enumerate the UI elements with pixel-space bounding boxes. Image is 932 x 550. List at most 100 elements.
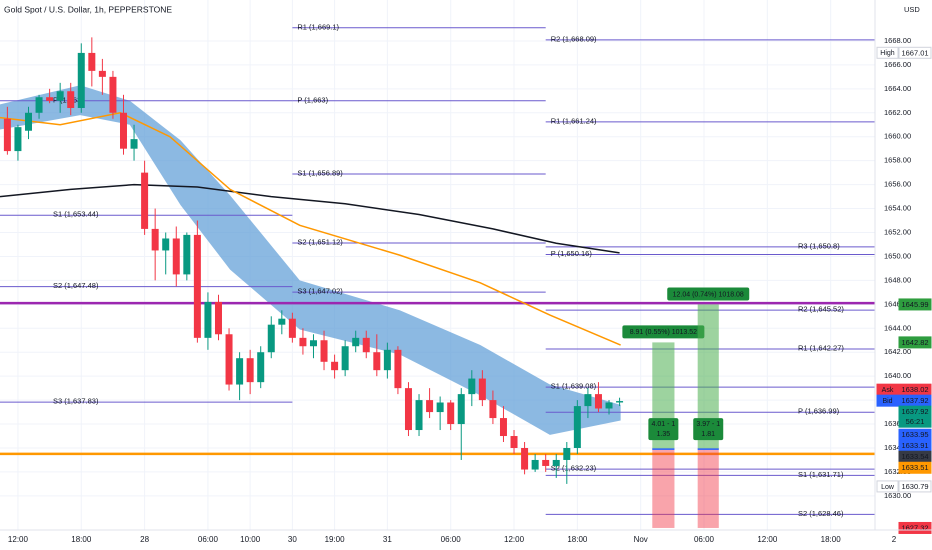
countdown: 56:21 xyxy=(906,417,925,426)
candle-body xyxy=(236,358,244,385)
y-tick-label: 1654.00 xyxy=(884,204,911,213)
candle-body xyxy=(499,418,507,437)
y-tick-label: 1652.00 xyxy=(884,227,911,236)
badge-tag: High xyxy=(880,50,895,57)
candle-body xyxy=(552,459,560,466)
candle-body xyxy=(362,337,370,353)
pivot-label: S1 (1,631.71) xyxy=(798,470,844,479)
y-tick-label: 1634.00 xyxy=(884,443,911,452)
candle-body xyxy=(24,112,32,131)
y-tick-label: 1660.00 xyxy=(884,132,911,141)
price-badge xyxy=(898,46,932,59)
pivot-label: S2 (1,632.23) xyxy=(551,464,597,473)
pivot-label: P (1,650.16) xyxy=(551,249,593,258)
candle-body xyxy=(457,394,465,425)
candle-body xyxy=(341,346,349,371)
plot-area: P (1,663 S1 (1,653.44) S2 (1,647.48) S3 (1,… xyxy=(0,0,875,530)
moving-average xyxy=(0,183,620,254)
candle-body xyxy=(394,349,402,389)
x-tick-label: 06:00 xyxy=(441,535,462,544)
price-badge-label: 1633.51 xyxy=(901,463,928,472)
rr-label: 1.35 xyxy=(657,431,671,438)
x-tick-label: 18:00 xyxy=(71,535,92,544)
badge-tag: Low xyxy=(881,484,895,491)
x-tick-label: 12:00 xyxy=(8,535,29,544)
y-tick-label: 1644.00 xyxy=(884,323,911,332)
candle-body xyxy=(478,378,486,401)
pivot-label: S1 (1,639.08) xyxy=(551,382,597,391)
pivot-label: S3 (1,637.83) xyxy=(53,397,99,406)
candle-body xyxy=(14,127,22,152)
price-badge-label: 1642.82 xyxy=(901,338,928,347)
price-badge-label: 1667.01 xyxy=(901,48,928,57)
candle-body xyxy=(563,447,571,460)
candle-body xyxy=(542,459,550,466)
price-badge-label: 1633.54 xyxy=(901,452,928,461)
candle-body xyxy=(246,358,254,383)
x-tick-label: 12:00 xyxy=(504,535,525,544)
y-tick-label: 1636.00 xyxy=(884,419,911,428)
y-tick-label: 1648.00 xyxy=(884,275,911,284)
x-tick-label: 31 xyxy=(383,535,392,544)
candle-body xyxy=(151,228,159,251)
price-badge xyxy=(898,405,932,428)
profit-zone xyxy=(697,304,719,450)
y-tick-label: 1656.00 xyxy=(884,180,911,189)
pivot-label: R1 (1,669.1) xyxy=(297,22,339,31)
target-label-box xyxy=(667,287,750,301)
pivot-label: S1 (1,653.44) xyxy=(53,210,99,219)
price-badge-label: 1627.32 xyxy=(901,523,928,532)
price-badge-label: 1638.02 xyxy=(901,385,928,394)
target-label: 12.04 (0.74%) 1018.08 xyxy=(673,291,744,298)
pivot-label: R3 (1,650.8) xyxy=(798,241,840,250)
x-tick-label: Nov xyxy=(634,535,648,544)
y-tick-label: 1662.00 xyxy=(884,108,911,117)
x-tick-label: 19:00 xyxy=(325,535,346,544)
price-badge-label: 1637.92 xyxy=(901,396,928,405)
x-tick-label: 28 xyxy=(140,535,149,544)
candle-body xyxy=(67,91,75,108)
candle-body xyxy=(373,352,381,371)
pivot-label: R1 (1,642.27) xyxy=(798,343,844,352)
candle-body xyxy=(162,238,170,251)
badge-tag: Ask xyxy=(882,387,894,394)
candle-body xyxy=(584,394,592,407)
y-tick-label: 1664.00 xyxy=(884,84,911,93)
badge-tag-box xyxy=(876,394,899,407)
rr-label: 4.01 - 1 xyxy=(652,421,676,428)
candle-body xyxy=(616,401,624,403)
candle-body xyxy=(573,406,581,448)
y-tick-label: 1646.00 xyxy=(884,299,911,308)
price-badge xyxy=(898,336,932,349)
candle-body xyxy=(141,172,149,229)
candle-body xyxy=(352,337,360,347)
price-badge-label: 1633.91 xyxy=(901,441,928,450)
pivot-label: S1 (1,656.89) xyxy=(297,168,343,177)
pivot-label: R2 (1,645.52) xyxy=(798,305,844,314)
rr-label-box xyxy=(693,418,724,441)
candle-body xyxy=(605,402,613,409)
pivot-label: R2 (1,668.09) xyxy=(551,34,597,43)
pivot-label: S3 (1,647.02) xyxy=(297,287,343,296)
candle-body xyxy=(278,318,286,325)
price-badge-label: 1637.92 xyxy=(901,407,928,416)
candle-body xyxy=(436,402,444,413)
price-badge xyxy=(898,461,932,474)
x-tick-label: 10:00 xyxy=(240,535,261,544)
candle-body xyxy=(267,324,275,353)
currency: USD xyxy=(904,5,920,14)
candle-body xyxy=(193,234,201,338)
y-tick-label: 1640.00 xyxy=(884,371,911,380)
candle-body xyxy=(531,459,539,470)
pivot-label: S2 (1,628.46) xyxy=(798,509,844,518)
y-tick-label: 1632.00 xyxy=(884,467,911,476)
candle-body xyxy=(183,234,191,275)
candle-body xyxy=(594,394,602,409)
candle-body xyxy=(77,52,85,108)
candle-body xyxy=(521,447,529,470)
x-tick-label: 30 xyxy=(288,535,297,544)
candle-body xyxy=(130,139,138,149)
pivot-label: P (1,663) xyxy=(297,95,328,104)
candle-body xyxy=(447,402,455,425)
